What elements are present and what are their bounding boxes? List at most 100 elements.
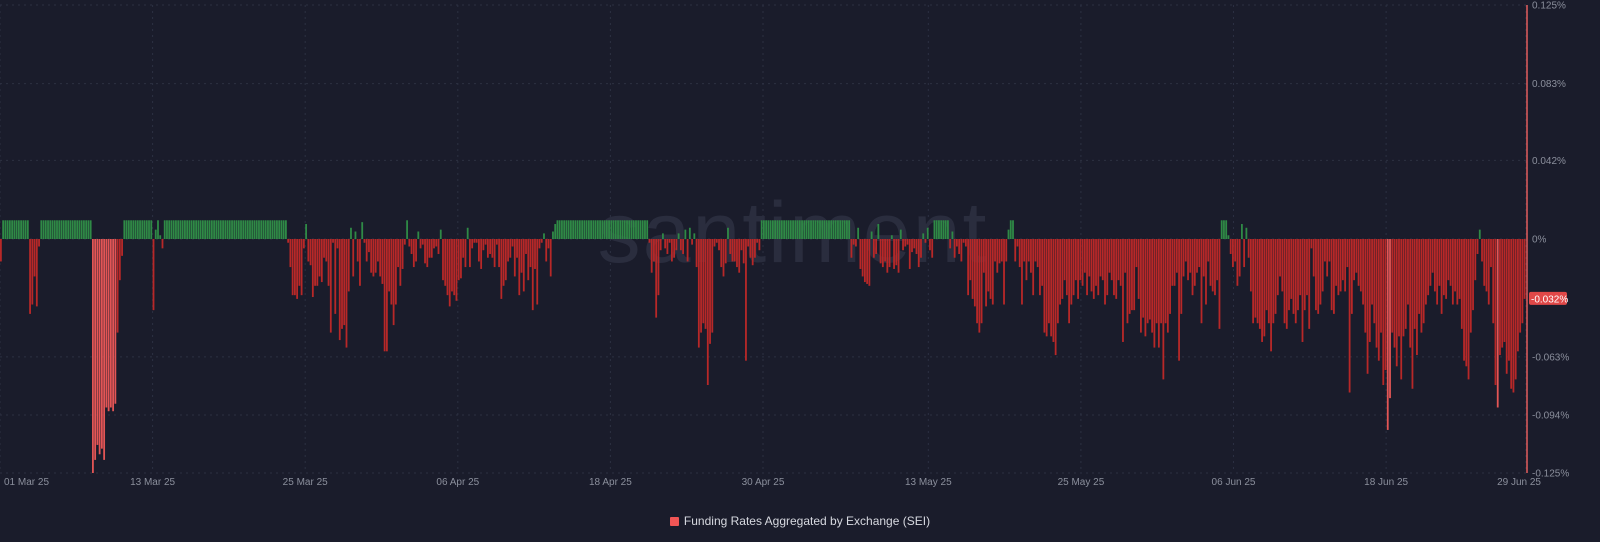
- bar: [520, 239, 523, 273]
- bar: [863, 239, 866, 283]
- bar: [917, 239, 920, 268]
- bar: [581, 220, 584, 239]
- bar: [1335, 239, 1338, 286]
- bar: [1227, 235, 1230, 239]
- bar: [1050, 239, 1053, 337]
- bar: [1292, 239, 1295, 314]
- bar: [675, 239, 678, 251]
- bar: [141, 220, 144, 239]
- bar: [807, 220, 810, 239]
- bar: [785, 220, 788, 239]
- y-tick-label: 0.083%: [1532, 79, 1566, 90]
- bar: [583, 220, 586, 239]
- bar: [136, 220, 139, 239]
- chart-legend[interactable]: Funding Rates Aggregated by Exchange (SE…: [0, 514, 1600, 528]
- bar: [1056, 239, 1059, 324]
- bar: [350, 227, 352, 239]
- bar: [1346, 239, 1349, 268]
- bar: [6, 220, 9, 239]
- bar: [1070, 239, 1073, 305]
- bar: [1409, 239, 1412, 348]
- bar: [285, 220, 287, 239]
- bar: [44, 220, 47, 239]
- bar: [1236, 239, 1239, 286]
- bar: [1492, 239, 1495, 324]
- bar: [715, 239, 718, 243]
- bar: [471, 239, 474, 249]
- bar: [1321, 239, 1324, 292]
- bar: [780, 220, 783, 239]
- bar: [74, 220, 76, 239]
- bar: [484, 239, 487, 245]
- bar: [251, 220, 254, 239]
- bar: [1088, 239, 1091, 277]
- bar: [473, 239, 476, 243]
- bar: [731, 239, 734, 262]
- bar: [1386, 239, 1389, 430]
- bar: [1030, 239, 1032, 273]
- bar: [962, 239, 965, 243]
- bar: [1341, 239, 1344, 281]
- bar: [738, 239, 741, 273]
- bar: [374, 239, 377, 273]
- bar: [767, 220, 770, 239]
- bar: [38, 239, 40, 247]
- bar: [343, 239, 346, 326]
- bar: [832, 220, 835, 239]
- bar: [1283, 239, 1286, 324]
- bar: [408, 239, 411, 247]
- bar: [1422, 239, 1425, 324]
- bar: [1079, 239, 1082, 281]
- bar: [771, 220, 774, 239]
- bar: [765, 220, 768, 239]
- bar: [172, 220, 175, 239]
- bar: [774, 220, 777, 239]
- x-tick-label: 18 Apr 25: [589, 477, 632, 488]
- bar: [1164, 239, 1167, 324]
- bar: [662, 233, 664, 239]
- bar: [406, 220, 408, 239]
- bar: [1447, 239, 1450, 281]
- bar: [320, 239, 323, 283]
- bar: [435, 239, 438, 247]
- bar: [839, 220, 842, 239]
- bar: [430, 239, 433, 258]
- bar: [1344, 239, 1347, 292]
- bar: [1460, 239, 1463, 329]
- bar: [529, 239, 532, 268]
- bar: [902, 239, 904, 251]
- bar: [756, 239, 759, 243]
- bar: [644, 220, 646, 239]
- bar: [659, 239, 662, 251]
- bar: [1267, 239, 1270, 324]
- bar: [1364, 239, 1367, 333]
- bar: [1375, 239, 1378, 348]
- bar: [177, 220, 180, 239]
- bar: [877, 224, 880, 239]
- bar: [240, 220, 242, 239]
- bar: [148, 220, 150, 239]
- bar: [118, 239, 121, 281]
- bar: [388, 239, 391, 292]
- bar: [969, 239, 972, 281]
- bar: [1490, 239, 1492, 268]
- bar: [11, 220, 14, 239]
- bar: [996, 239, 999, 273]
- bar: [684, 229, 687, 239]
- bar: [915, 239, 918, 254]
- bar: [428, 239, 431, 258]
- bar: [175, 220, 177, 239]
- bar: [1512, 239, 1515, 393]
- bar: [1494, 239, 1497, 386]
- bar: [558, 220, 561, 239]
- bar: [1232, 239, 1234, 268]
- bar: [1357, 239, 1360, 286]
- current-value-marker: -0.032%: [1529, 291, 1568, 305]
- bar: [666, 239, 669, 254]
- bar: [1169, 239, 1171, 314]
- bar: [1104, 239, 1106, 305]
- y-tick-label: -0.094%: [1532, 410, 1569, 421]
- bar: [789, 220, 792, 239]
- bar: [574, 220, 577, 239]
- bar: [1247, 239, 1250, 258]
